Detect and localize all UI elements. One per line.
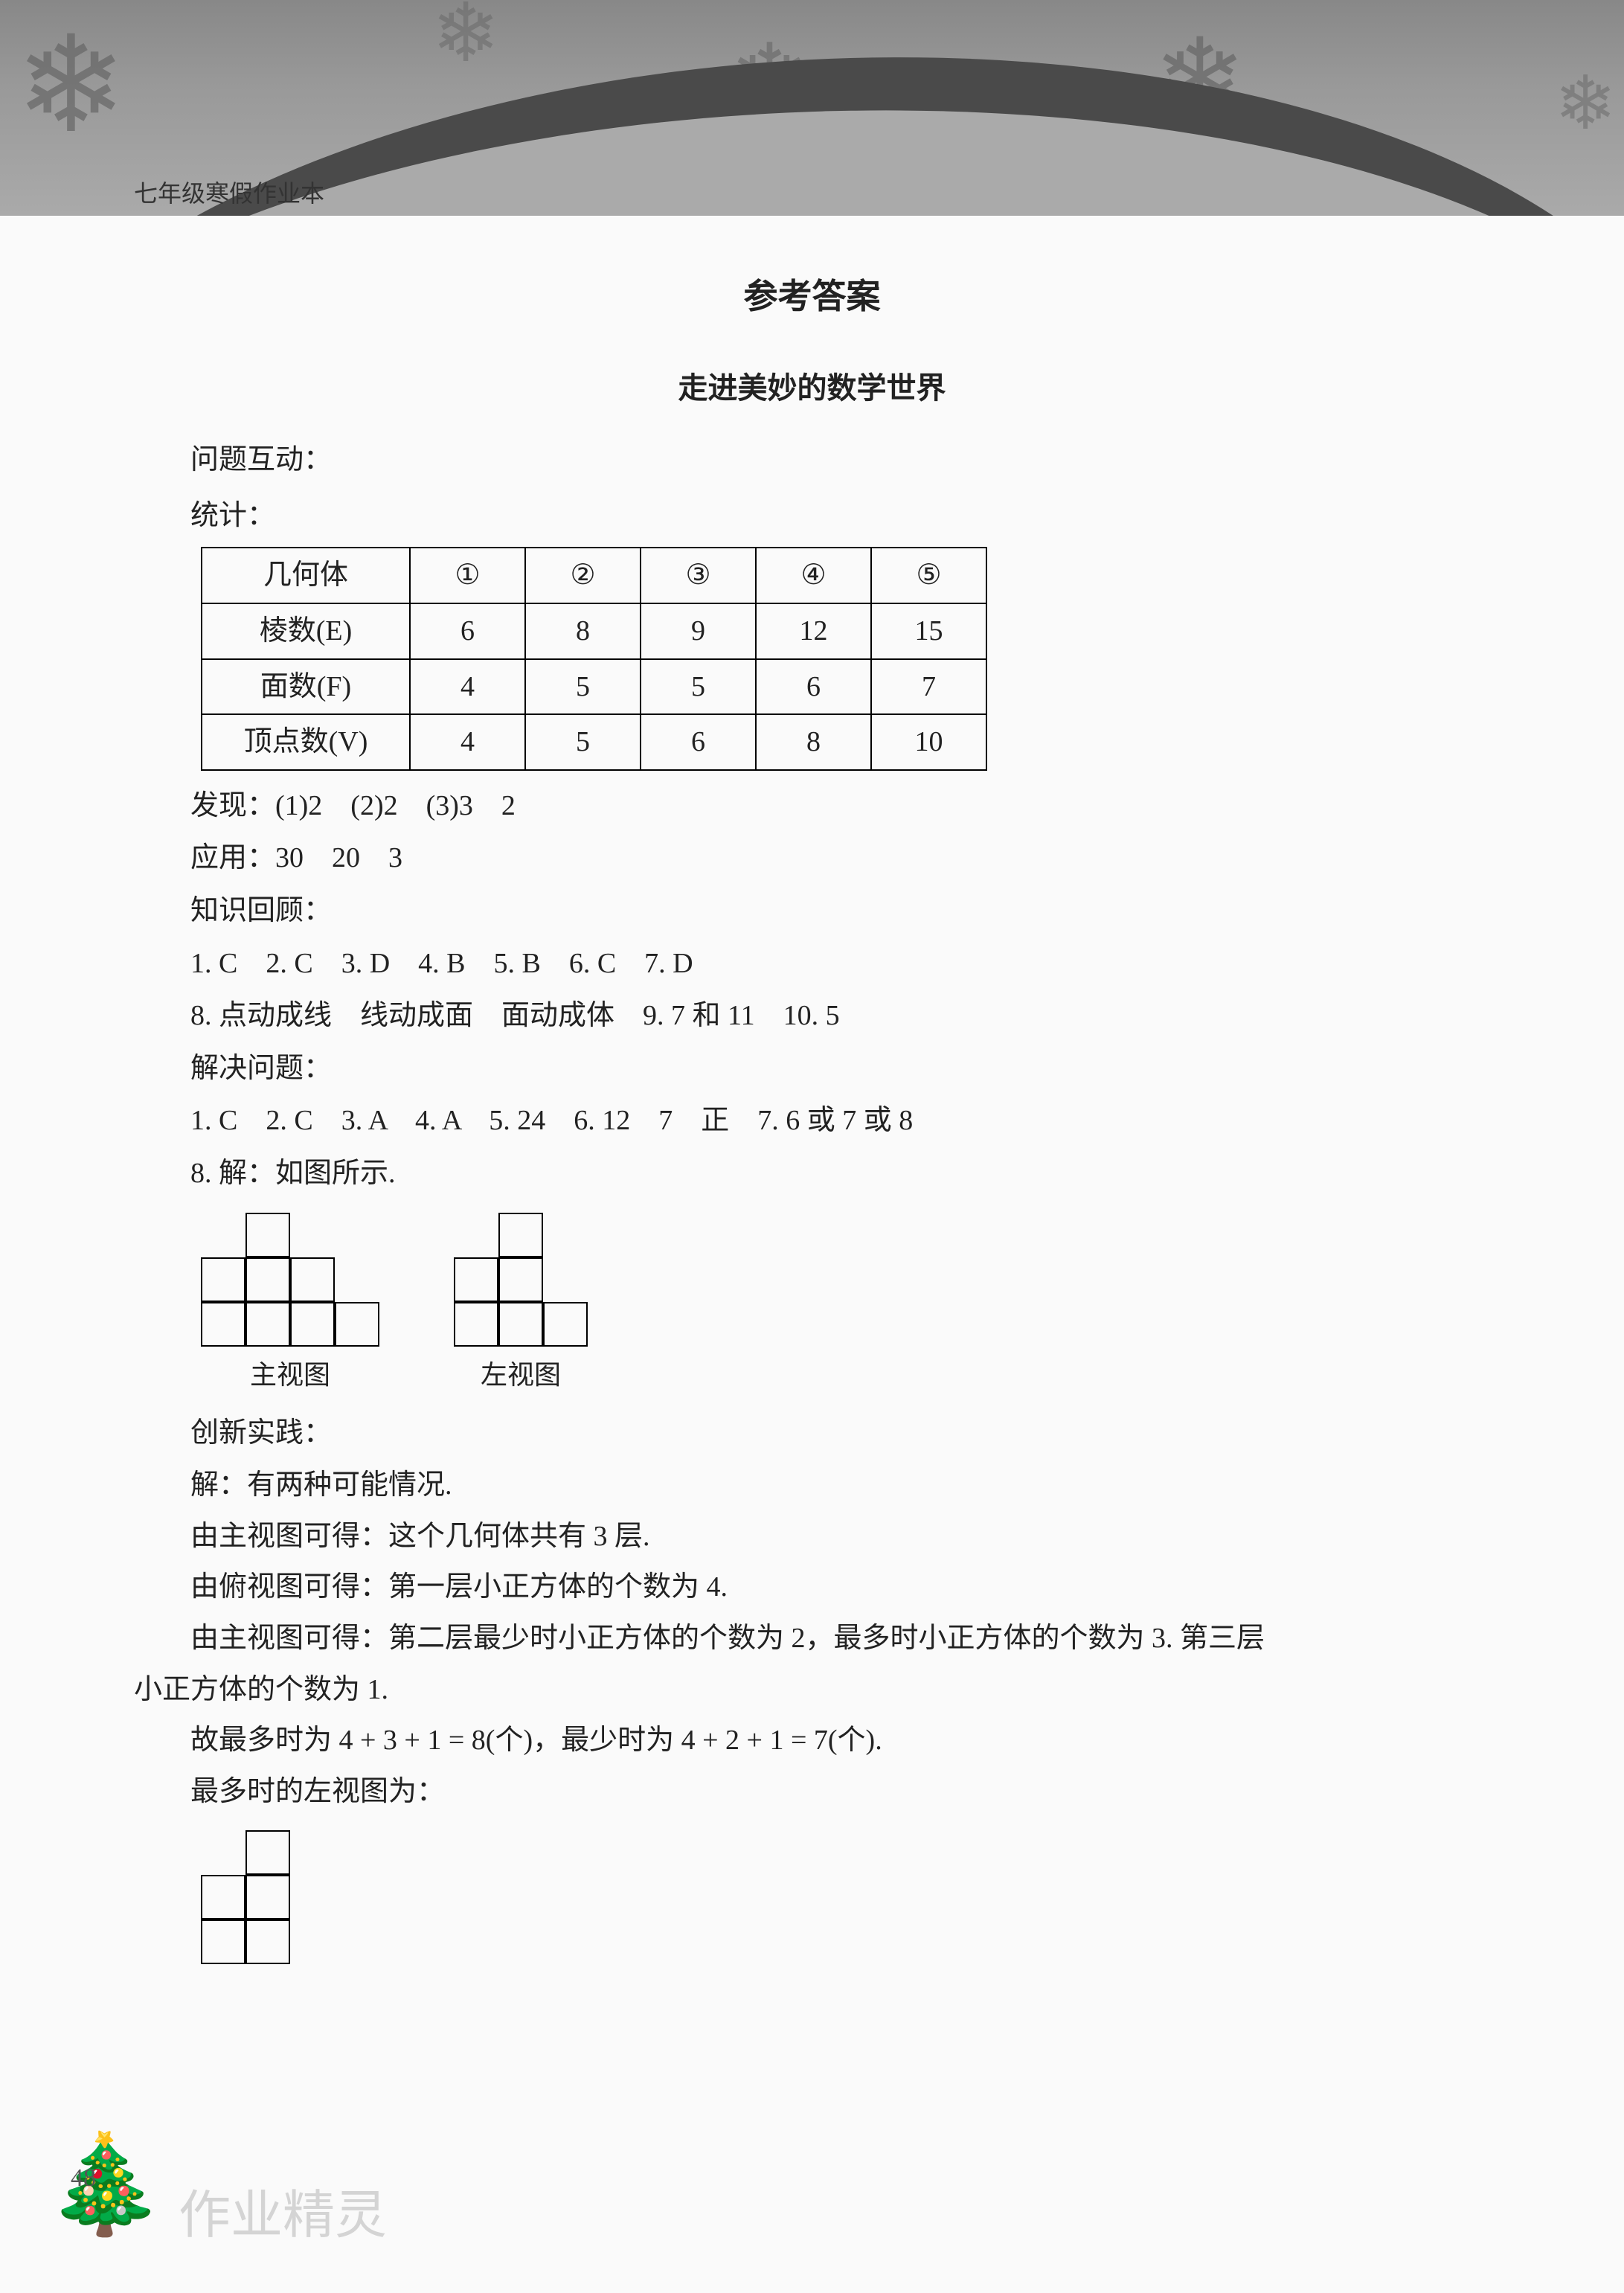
- section-label: 问题互动：: [134, 436, 1490, 484]
- table-cell: 10: [871, 714, 986, 770]
- table-cell: 面数(F): [202, 659, 410, 715]
- table-row: 棱数(E) 6 8 9 12 15: [202, 603, 986, 659]
- answer-line: 故最多时为 4 + 3 + 1 = 8(个)，最少时为 4 + 2 + 1 = …: [134, 1716, 1490, 1765]
- left-view: 左视图: [454, 1213, 588, 1398]
- answer-line: 最多时的左视图为：: [134, 1768, 1490, 1816]
- section-label: 解决问题：: [134, 1045, 1490, 1093]
- table-cell: 顶点数(V): [202, 714, 410, 770]
- chapter-title: 走进美妙的数学世界: [134, 363, 1490, 414]
- table-cell: 4: [410, 659, 525, 715]
- table-cell: 4: [410, 714, 525, 770]
- table-cell: 棱数(E): [202, 603, 410, 659]
- page-content: 参考答案 走进美妙的数学世界 问题互动： 统计： 几何体 ① ② ③ ④ ⑤ 棱…: [0, 216, 1624, 1964]
- page-container: ❄ ❄ ❄ ❄ ❄ 七年级寒假作业本 参考答案 走进美妙的数学世界 问题互动： …: [0, 0, 1624, 2293]
- table-cell: ④: [756, 548, 871, 603]
- table-cell: 6: [410, 603, 525, 659]
- table-cell: 5: [525, 659, 641, 715]
- table-row: 顶点数(V) 4 5 6 8 10: [202, 714, 986, 770]
- table-cell: 12: [756, 603, 871, 659]
- table-cell: ③: [641, 548, 756, 603]
- table-row: 面数(F) 4 5 5 6 7: [202, 659, 986, 715]
- table-cell: 8: [525, 603, 641, 659]
- section-label: 创新实践：: [134, 1409, 1490, 1457]
- table-cell: 5: [525, 714, 641, 770]
- answer-line: 由主视图可得：第二层最少时小正方体的个数为 2，最多时小正方体的个数为 3. 第…: [134, 1614, 1490, 1663]
- answer-line: 8. 点动成线 线动成面 面动成体 9. 7 和 11 10. 5: [134, 992, 1490, 1040]
- table-cell: 6: [641, 714, 756, 770]
- table-cell: 6: [756, 659, 871, 715]
- answer-line: 应用：30 20 3: [134, 834, 1490, 882]
- section-label: 知识回顾：: [134, 887, 1490, 935]
- book-title: 七年级寒假作业本: [134, 175, 324, 209]
- table-cell: 几何体: [202, 548, 410, 603]
- tree-icon: 🎄: [45, 2127, 165, 2241]
- table-cell: 5: [641, 659, 756, 715]
- answer-line: 小正方体的个数为 1.: [134, 1666, 1490, 1714]
- snowflake-icon: ❄: [1554, 60, 1617, 147]
- statistics-table: 几何体 ① ② ③ ④ ⑤ 棱数(E) 6 8 9 12 15 面数(F) 4 …: [201, 547, 987, 770]
- table-cell: 7: [871, 659, 986, 715]
- snowflake-icon: ❄: [431, 0, 500, 81]
- page-number: 48: [71, 2164, 96, 2193]
- answer-line: 1. C 2. C 3. A 4. A 5. 24 6. 12 7 正 7. 6…: [134, 1097, 1490, 1145]
- table-cell: ①: [410, 548, 525, 603]
- table-cell: 15: [871, 603, 986, 659]
- table-cell: 8: [756, 714, 871, 770]
- table-cell: 9: [641, 603, 756, 659]
- answer-line: 解：有两种可能情况.: [134, 1461, 1490, 1510]
- answer-line: 发现：(1)2 (2)2 (3)3 2: [134, 782, 1490, 830]
- answer-line: 1. C 2. C 3. D 4. B 5. B 6. C 7. D: [134, 940, 1490, 988]
- views-row: 主视图 左视图: [201, 1213, 1490, 1398]
- grid-diagram: [201, 1213, 379, 1347]
- front-view: 主视图: [201, 1213, 379, 1398]
- main-title: 参考答案: [134, 268, 1490, 326]
- grid-diagram: [201, 1830, 1490, 1964]
- view-label: 主视图: [201, 1353, 379, 1398]
- table-cell: ⑤: [871, 548, 986, 603]
- table-row: 几何体 ① ② ③ ④ ⑤: [202, 548, 986, 603]
- snowflake-icon: ❄: [15, 7, 127, 163]
- grid-diagram: [454, 1213, 588, 1347]
- header-banner: ❄ ❄ ❄ ❄ ❄ 七年级寒假作业本: [0, 0, 1624, 216]
- section-label: 统计：: [134, 492, 1490, 540]
- view-label: 左视图: [454, 1353, 588, 1398]
- table-cell: ②: [525, 548, 641, 603]
- answer-line: 8. 解：如图所示.: [134, 1149, 1490, 1198]
- answer-line: 由俯视图可得：第一层小正方体的个数为 4.: [134, 1563, 1490, 1611]
- watermark: 作业精灵: [179, 2173, 387, 2248]
- answer-line: 由主视图可得：这个几何体共有 3 层.: [134, 1513, 1490, 1561]
